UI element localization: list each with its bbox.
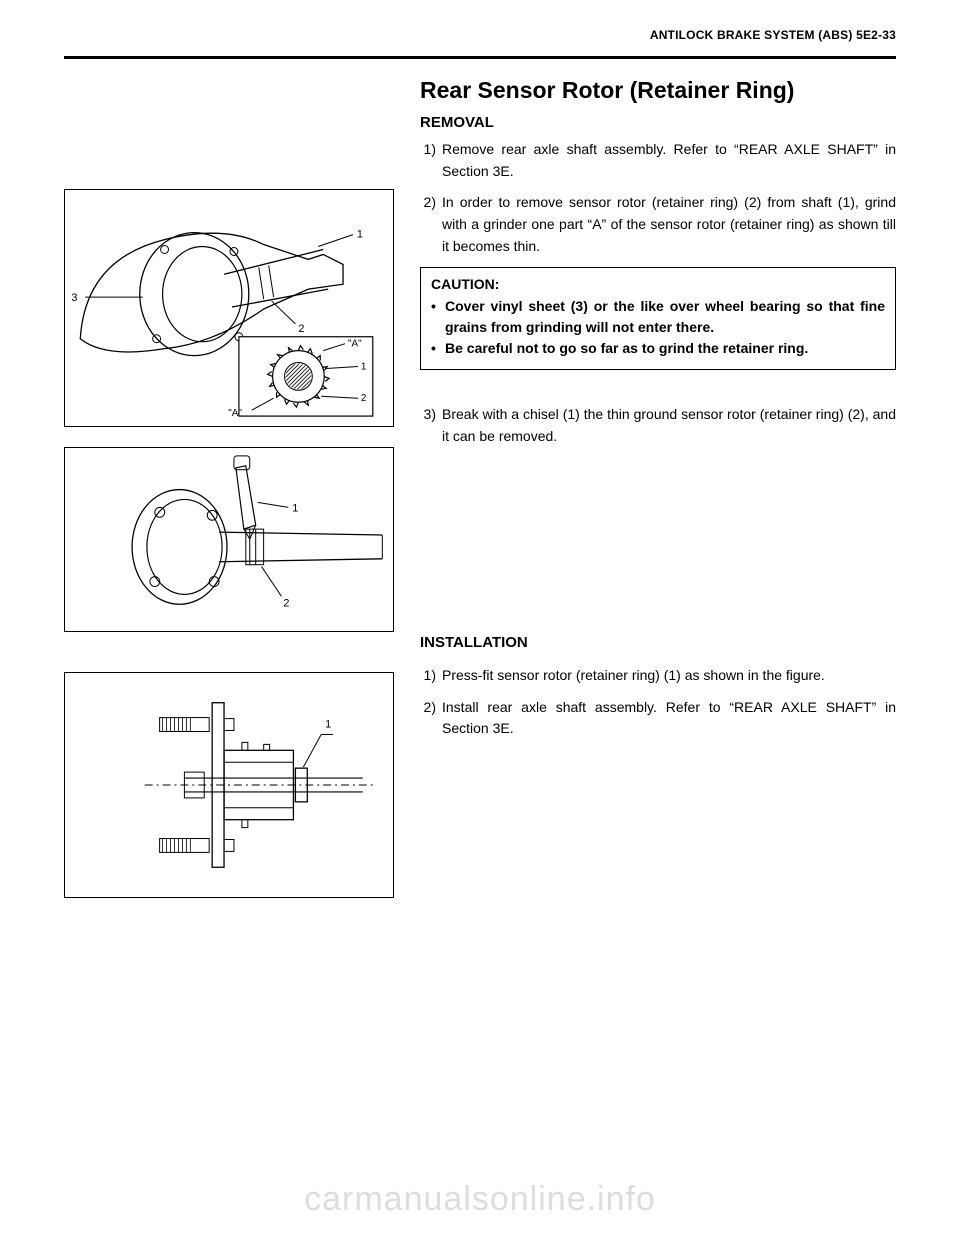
caution-item-2: • Be careful not to go so far as to grin…: [431, 338, 885, 359]
page-header: ANTILOCK BRAKE SYSTEM (ABS) 5E2-33: [64, 28, 896, 48]
figure-installation: 1: [64, 672, 394, 898]
installation-heading: INSTALLATION: [420, 634, 896, 651]
removal-step-3: 3) Break with a chisel (1) the thin grou…: [420, 404, 896, 447]
step-text: Press-fit sensor rotor (retainer ring) (…: [442, 665, 896, 687]
watermark-text: carmanualsonline.info: [0, 1180, 960, 1219]
section-title: Rear Sensor Rotor (Retainer Ring): [420, 77, 896, 104]
bullet-icon: •: [431, 338, 445, 359]
stud-bottom: [160, 839, 234, 853]
bullet-icon: •: [431, 296, 445, 338]
install-step-2: 2) Install rear axle shaft assembly. Ref…: [420, 697, 896, 740]
removal-step-2: 2) In order to remove sensor rotor (reta…: [420, 192, 896, 257]
step-number: 3): [420, 404, 442, 447]
fig1-inset-1: 1: [361, 361, 367, 372]
figure-column: 1 2 3: [64, 77, 394, 918]
removal-step-1: 1) Remove rear axle shaft assembly. Refe…: [420, 139, 896, 182]
caution-text: Be careful not to go so far as to grind …: [445, 338, 808, 359]
step-text: Break with a chisel (1) the thin ground …: [442, 404, 896, 447]
step-text: Install rear axle shaft assembly. Refer …: [442, 697, 896, 740]
header-rule: [64, 56, 896, 59]
figure-removal-chisel: 1 2: [64, 447, 394, 632]
fig1-inset-A2: "A": [228, 408, 242, 419]
caution-box: CAUTION: • Cover vinyl sheet (3) or the …: [420, 267, 896, 370]
step-number: 2): [420, 697, 442, 740]
step-text: In order to remove sensor rotor (retaine…: [442, 192, 896, 257]
fig2-label-1: 1: [292, 502, 298, 514]
step-number: 2): [420, 192, 442, 257]
install-step-1: 1) Press-fit sensor rotor (retainer ring…: [420, 665, 896, 687]
removal-heading: REMOVAL: [420, 114, 896, 131]
stud-top: [160, 718, 234, 732]
fig1-label-1: 1: [357, 229, 363, 241]
fig1-label-3: 3: [71, 292, 77, 304]
fig2-label-2: 2: [283, 597, 289, 609]
caution-title: CAUTION:: [431, 276, 885, 292]
step-number: 1): [420, 665, 442, 687]
caution-item-1: • Cover vinyl sheet (3) or the like over…: [431, 296, 885, 338]
step-number: 1): [420, 139, 442, 182]
figure-removal-grind: 1 2 3: [64, 189, 394, 427]
text-column: Rear Sensor Rotor (Retainer Ring) REMOVA…: [394, 77, 896, 918]
fig1-label-2: 2: [298, 323, 304, 335]
step-text: Remove rear axle shaft assembly. Refer t…: [442, 139, 896, 182]
fig1-inset-2: 2: [361, 393, 367, 404]
fig1-inset-A1: "A": [348, 339, 362, 350]
fig3-label-1: 1: [325, 719, 331, 731]
caution-text: Cover vinyl sheet (3) or the like over w…: [445, 296, 885, 338]
